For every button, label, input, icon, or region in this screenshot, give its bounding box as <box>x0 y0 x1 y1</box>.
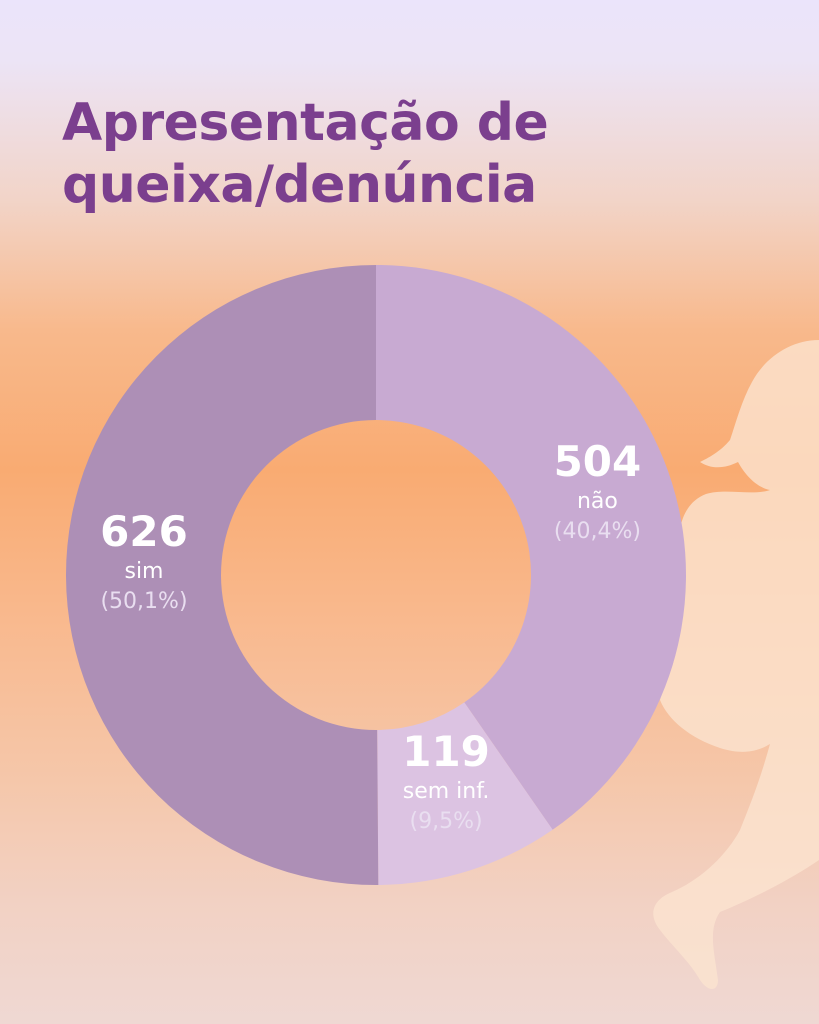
slice-value-sim: 626 <box>100 507 188 556</box>
chart-title: Apresentação de queixa/denúncia <box>62 92 622 216</box>
slice-percent-nao: (40,4%) <box>554 519 641 544</box>
slice-name-nao: não <box>577 489 618 514</box>
chart-title-line-1: Apresentação de <box>62 93 549 153</box>
donut-slices <box>65 265 687 886</box>
slice-label-nao: 504 não (40,4%) <box>554 437 642 544</box>
slice-name-sem-inf: sem inf. <box>403 779 490 804</box>
slice-value-nao: 504 <box>554 437 642 486</box>
slice-label-sem-inf: 119 sem inf. (9,5%) <box>402 727 490 834</box>
slice-percent-sem-inf: (9,5%) <box>410 809 483 834</box>
donut-labels: 504 não (40,4%) 119 sem inf. (9,5%) 626 sim (50,… <box>100 437 641 834</box>
decorative-figure-silhouette <box>653 340 819 989</box>
slice-sem-inf <box>377 702 553 885</box>
chart-title-line-2: queixa/denúncia <box>62 155 537 215</box>
slice-sim <box>65 265 379 886</box>
slice-label-sim: 626 sim (50,1%) <box>100 507 188 614</box>
slice-nao <box>376 265 687 830</box>
slice-value-sem-inf: 119 <box>402 727 490 776</box>
slice-name-sim: sim <box>124 559 163 584</box>
slice-percent-sim: (50,1%) <box>100 589 187 614</box>
